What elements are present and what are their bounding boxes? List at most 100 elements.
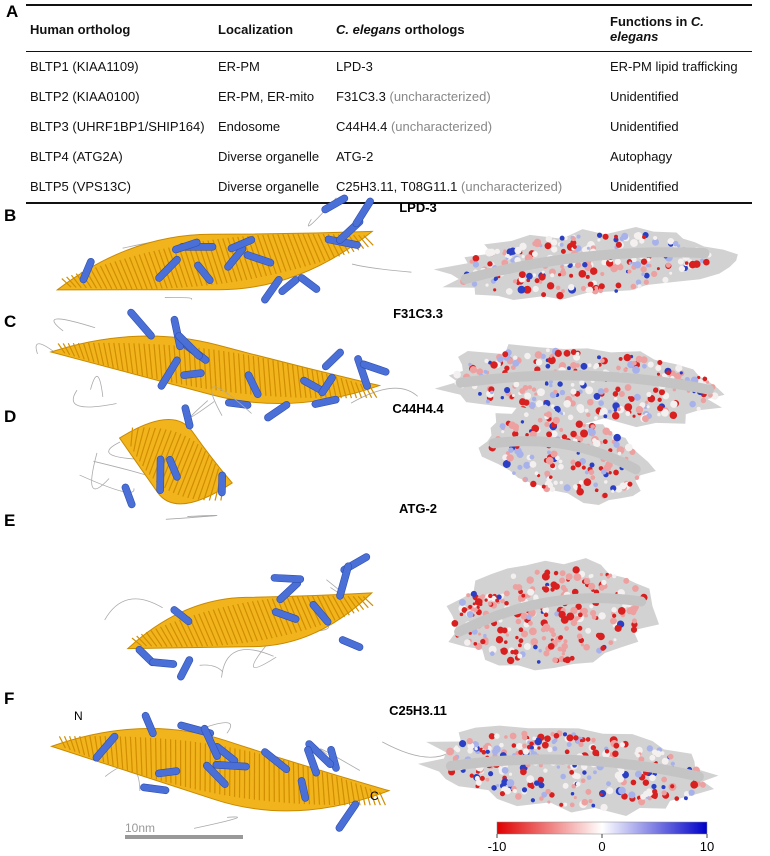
strand	[357, 595, 369, 609]
surface-patch	[612, 750, 619, 757]
surface-patch	[523, 412, 529, 418]
surface-patch	[570, 430, 577, 438]
surface-patch	[472, 261, 480, 268]
surface-patch	[634, 770, 642, 778]
strand	[62, 343, 71, 356]
strand	[193, 614, 209, 647]
strand	[148, 251, 163, 289]
strand	[74, 735, 81, 754]
strand	[199, 742, 202, 791]
surface-patch	[669, 271, 673, 275]
surface-patch	[488, 593, 493, 599]
strand	[194, 741, 197, 790]
surface-patch	[507, 627, 512, 632]
surface-patch	[549, 792, 555, 798]
loop	[319, 748, 361, 771]
surface-patch	[657, 412, 661, 417]
strand	[197, 459, 213, 500]
loop	[35, 343, 57, 355]
surface-patch	[628, 261, 632, 265]
surface-patch	[581, 798, 589, 806]
helix	[155, 255, 181, 282]
surface-patch	[521, 734, 528, 741]
surface-patch	[672, 388, 677, 392]
strand	[232, 604, 249, 643]
surface-patch	[658, 389, 665, 396]
surface-patch	[634, 261, 642, 269]
surface-patch	[696, 406, 701, 411]
loop	[199, 664, 224, 673]
strand	[77, 342, 85, 360]
surface-patch	[547, 450, 551, 455]
strand	[282, 362, 287, 398]
surface-patch	[500, 648, 504, 652]
surface-patch	[515, 635, 519, 640]
surface-patch	[485, 749, 490, 754]
strand	[168, 438, 191, 491]
surface-patch	[563, 802, 568, 807]
surface-patch	[532, 273, 537, 277]
strand	[272, 360, 277, 397]
surface-patch	[569, 655, 575, 661]
surface-patch	[582, 770, 587, 775]
helix	[352, 197, 374, 228]
helix	[172, 238, 201, 254]
loop	[53, 318, 96, 332]
surface-patch	[530, 480, 537, 488]
surface-patch	[512, 471, 516, 475]
surface-patch	[600, 468, 607, 475]
surface-patch	[537, 746, 541, 750]
helix	[335, 800, 360, 832]
strand	[139, 737, 143, 776]
surface-patch	[513, 649, 519, 655]
surface-patch	[459, 740, 467, 748]
surface-patch	[515, 793, 522, 800]
surface-patch	[597, 632, 603, 638]
surface-patch	[500, 598, 505, 604]
surface-patch	[683, 791, 690, 797]
strand	[203, 463, 217, 501]
surface-patch	[598, 400, 605, 406]
surface-patch	[523, 643, 531, 650]
surface-patch	[576, 403, 585, 412]
surface-patch	[666, 370, 671, 376]
strand	[355, 783, 361, 806]
table-cell: F31C3.3 (uncharacterized)	[332, 82, 606, 112]
surface-patch	[588, 798, 593, 804]
surface-patch	[615, 241, 622, 248]
surface-patch	[542, 606, 550, 614]
ortholog-note: (uncharacterized)	[390, 119, 493, 134]
strand	[66, 276, 77, 288]
surface-patch	[661, 408, 669, 417]
surface-patch	[559, 389, 566, 396]
surface-patch	[643, 272, 650, 279]
strand	[369, 788, 376, 806]
helix	[218, 471, 227, 497]
surface-patch	[570, 362, 577, 369]
strand	[355, 382, 363, 399]
strand	[90, 268, 103, 289]
surface-patch	[631, 618, 637, 624]
surface-patch	[466, 610, 474, 618]
surface-patch	[587, 281, 594, 288]
ribbon-model	[104, 553, 374, 681]
surface-patch	[488, 771, 494, 777]
panel-label: C	[4, 312, 16, 331]
helix	[170, 606, 193, 626]
surface-patch	[635, 279, 642, 286]
surface-patch	[614, 397, 618, 401]
surface-patch	[553, 732, 560, 739]
surface-patch	[639, 238, 645, 244]
surface-patch	[604, 749, 610, 754]
surface-patch	[506, 454, 514, 462]
surface-patch	[483, 633, 487, 638]
ortholog-note: (uncharacterized)	[389, 89, 491, 104]
strand	[136, 635, 148, 647]
strand	[69, 736, 76, 752]
panel-label: D	[4, 407, 16, 426]
strand	[133, 343, 139, 375]
strand	[164, 624, 178, 648]
surface-patch	[585, 386, 594, 395]
surface-patch	[579, 380, 585, 386]
surface-patch	[594, 286, 599, 290]
